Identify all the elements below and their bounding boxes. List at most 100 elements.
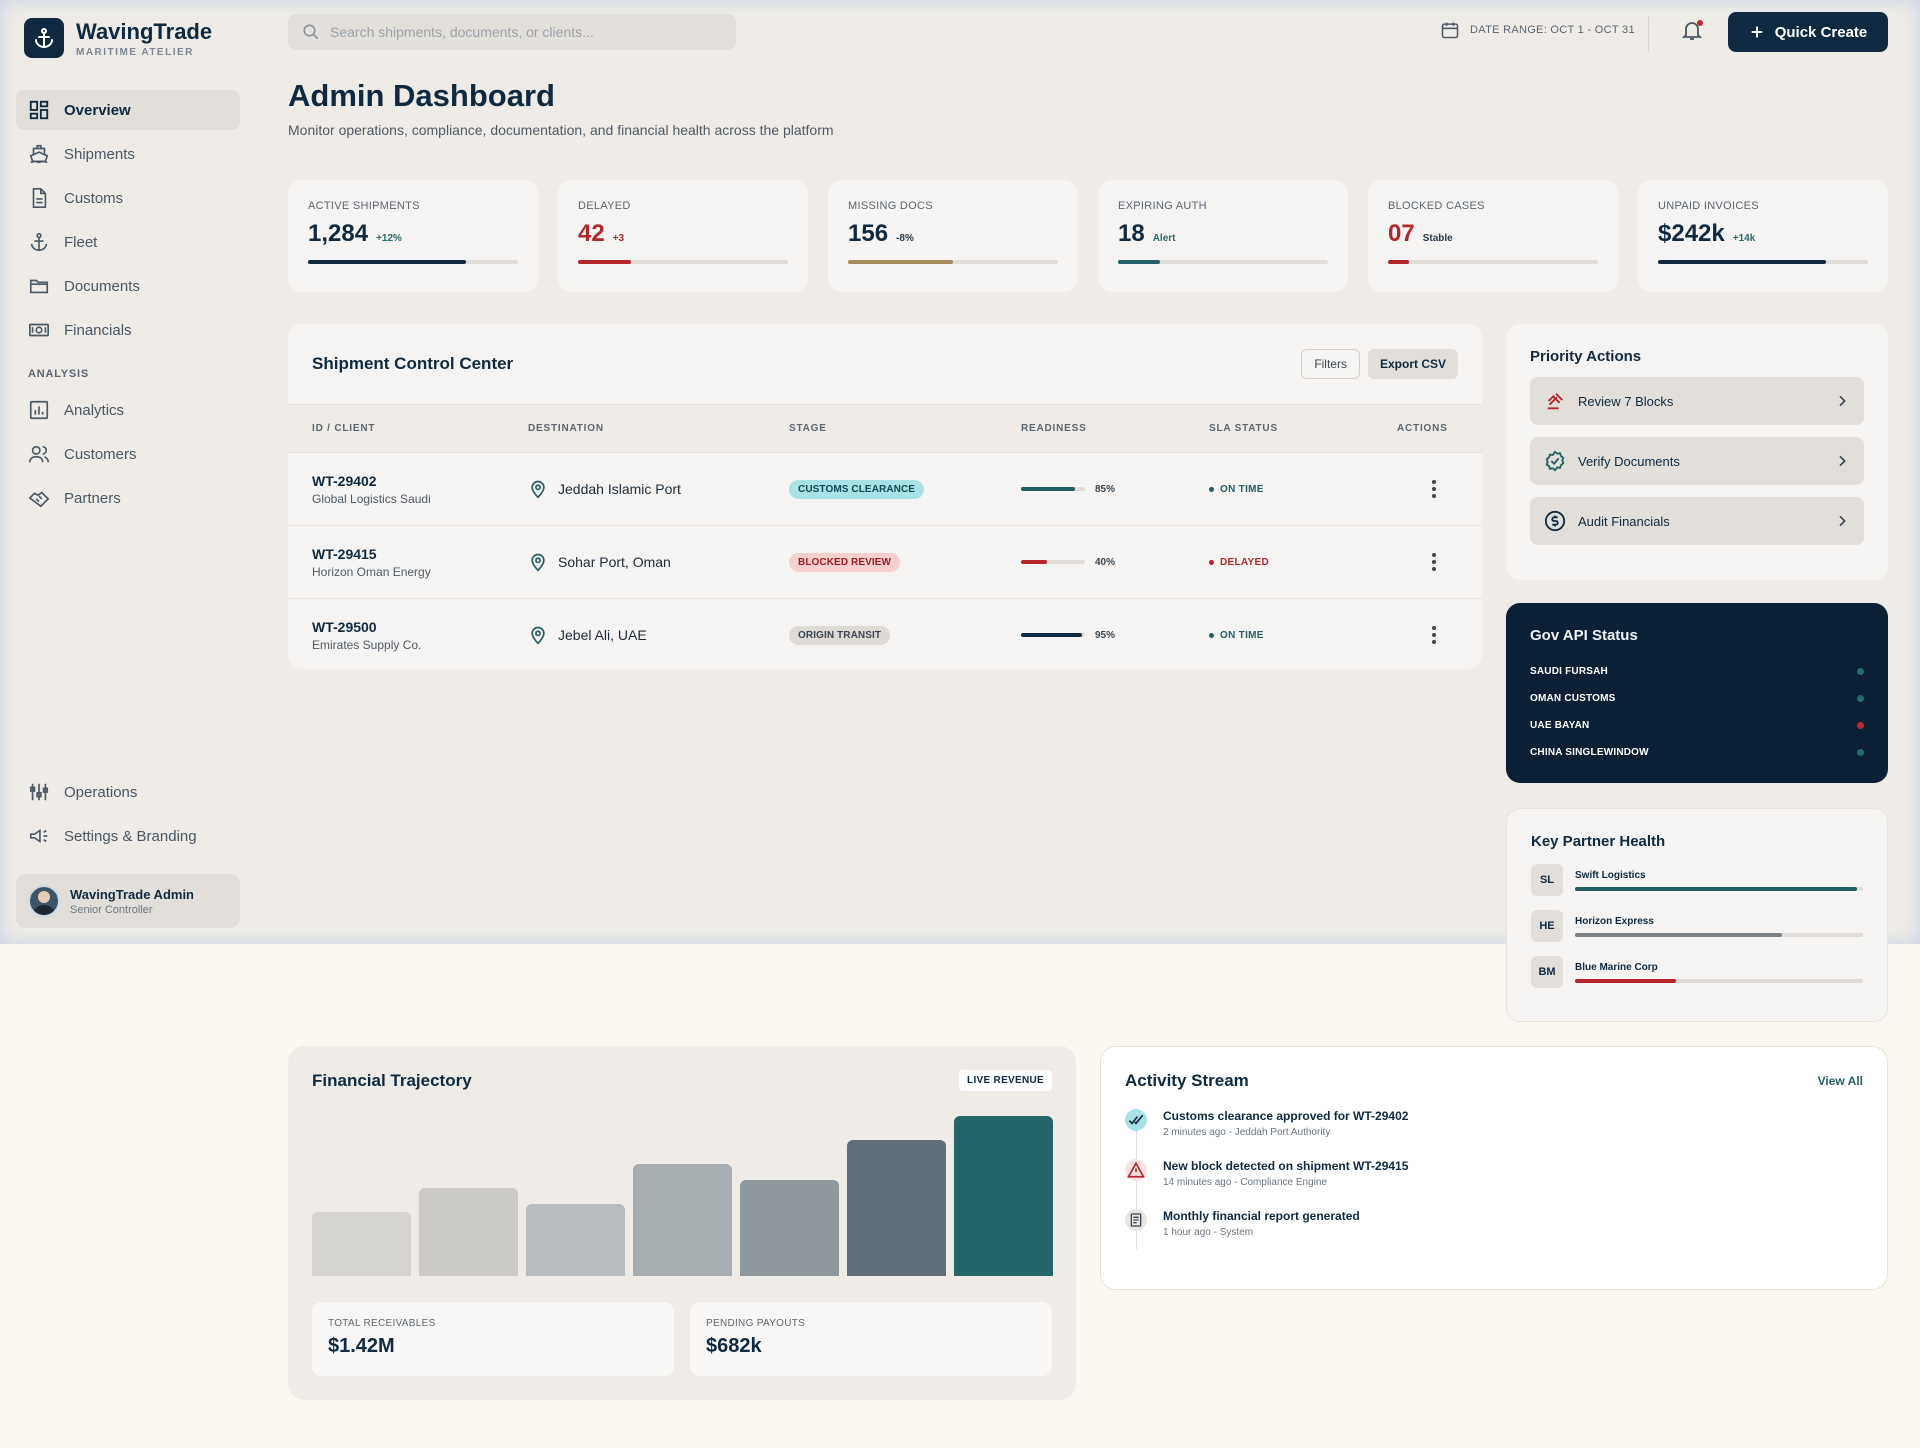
partner-row[interactable]: SL Swift Logistics <box>1531 864 1863 896</box>
partner-row[interactable]: HE Horizon Express <box>1531 910 1863 942</box>
notification-dot <box>1697 20 1703 26</box>
activity-item[interactable]: Customs clearance approved for WT-29402 2… <box>1125 1109 1863 1138</box>
search-input[interactable] <box>330 24 710 40</box>
kpi-progress-fill <box>1118 260 1160 264</box>
user-profile[interactable]: WavingTrade Admin Senior Controller <box>16 874 240 928</box>
kpi-value: 1,284 <box>308 220 369 247</box>
readiness-fill <box>1021 560 1047 564</box>
brand[interactable]: WavingTrade MARITIME ATELIER <box>24 18 212 58</box>
warning-icon <box>1125 1159 1147 1181</box>
location-pin-icon <box>531 480 545 499</box>
bottom-nav: Operations Settings & Branding <box>16 772 240 860</box>
fin-label: PENDING PAYOUTS <box>706 1318 806 1329</box>
sidebar-item-financials[interactable]: Financials <box>16 310 240 350</box>
audit-financials-action[interactable]: Audit Financials <box>1530 497 1864 545</box>
partner-name: Swift Logistics <box>1575 869 1646 881</box>
api-name: UAE BAYAN <box>1530 720 1590 731</box>
destination: Jeddah Islamic Port <box>558 481 681 497</box>
partner-health-bar <box>1575 932 1863 937</box>
date-range-picker[interactable]: DATE RANGE: OCT 1 - OCT 31 <box>1440 20 1635 40</box>
anchor-icon <box>30 232 48 252</box>
column-header[interactable]: STAGE <box>789 423 827 434</box>
users-icon <box>29 445 49 463</box>
sidebar-item-customers[interactable]: Customers <box>16 434 240 474</box>
shipment-id[interactable]: WT-29402 <box>312 472 377 489</box>
api-name: OMAN CUSTOMS <box>1530 693 1616 704</box>
kpi-progress <box>578 260 788 264</box>
shipment-id[interactable]: WT-29500 <box>312 618 377 635</box>
kpi-card[interactable]: UNPAID INVOICES $242k +14k <box>1638 180 1888 292</box>
partner-row[interactable]: BM Blue Marine Corp <box>1531 956 1863 988</box>
sidebar-item-settings[interactable]: Settings & Branding <box>16 816 240 856</box>
kpi-card[interactable]: EXPIRING AUTH 18 Alert <box>1098 180 1348 292</box>
column-header[interactable]: SLA STATUS <box>1209 423 1278 434</box>
view-all-link[interactable]: View All <box>1817 1074 1863 1088</box>
calendar-icon <box>1441 22 1459 39</box>
shipment-id[interactable]: WT-29415 <box>312 545 377 562</box>
export-csv-button[interactable]: Export CSV <box>1367 349 1458 379</box>
document-icon <box>32 188 47 208</box>
user-name: WavingTrade Admin <box>70 886 194 902</box>
anchor-logo-icon <box>24 18 64 58</box>
column-header[interactable]: ID / CLIENT <box>312 423 376 434</box>
user-role: Senior Controller <box>70 903 153 916</box>
panel-title: Key Partner Health <box>1531 833 1666 850</box>
filters-button[interactable]: Filters <box>1301 349 1360 379</box>
fin-label: TOTAL RECEIVABLES <box>328 1318 436 1329</box>
sidebar-item-label: Documents <box>64 277 140 295</box>
table-row[interactable]: WT-29402 Global Logistics Saudi Jeddah Is… <box>288 452 1482 525</box>
column-header[interactable]: READINESS <box>1021 423 1087 434</box>
readiness-fill <box>1021 487 1076 491</box>
kpi-card[interactable]: MISSING DOCS 156 -8% <box>828 180 1078 292</box>
sla-label: ON TIME <box>1220 483 1264 495</box>
table-row[interactable]: WT-29500 Emirates Supply Co. Jebel Ali, U… <box>288 598 1482 669</box>
sidebar-item-overview[interactable]: Overview <box>16 90 240 130</box>
key-partner-health-panel: Key Partner Health SL Swift Logistics HE… <box>1506 808 1888 1022</box>
action-label: Review 7 Blocks <box>1578 393 1674 409</box>
sidebar-item-analytics[interactable]: Analytics <box>16 390 240 430</box>
sidebar-item-customs[interactable]: Customs <box>16 178 240 218</box>
topbar-divider <box>1648 16 1649 52</box>
panel-title: Financial Trajectory <box>312 1070 472 1090</box>
partner-health-bar <box>1575 978 1863 983</box>
kpi-card[interactable]: ACTIVE SHIPMENTS 1,284 +12% <box>288 180 538 292</box>
shipment-control-center: Shipment Control Center Filters Export C… <box>288 324 1482 669</box>
verify-documents-action[interactable]: Verify Documents <box>1530 437 1864 485</box>
kpi-delta: +12% <box>376 233 402 244</box>
stage-badge: CUSTOMS CLEARANCE <box>789 480 925 499</box>
revenue-bar <box>419 1188 518 1276</box>
table-header: ID / CLIENT DESTINATION STAGE READINESS … <box>288 404 1482 452</box>
column-header[interactable]: DESTINATION <box>528 423 604 434</box>
kpi-value: 07 <box>1388 220 1415 247</box>
sidebar-item-documents[interactable]: Documents <box>16 266 240 306</box>
more-actions-icon[interactable] <box>1432 626 1436 644</box>
financial-trajectory-panel: Financial Trajectory LIVE REVENUE TOTAL … <box>288 1046 1076 1400</box>
shipment-client: Emirates Supply Co. <box>312 637 422 652</box>
sidebar-item-operations[interactable]: Operations <box>16 772 240 812</box>
review-blocks-action[interactable]: Review 7 Blocks <box>1530 377 1864 425</box>
sidebar-item-label: Operations <box>64 783 138 801</box>
table-row[interactable]: WT-29415 Horizon Oman Energy Sohar Port, … <box>288 525 1482 598</box>
sidebar-item-label: Customs <box>64 189 124 207</box>
page-subtitle: Monitor operations, compliance, document… <box>288 122 834 138</box>
more-actions-icon[interactable] <box>1432 553 1436 571</box>
nav-section-label: ANALYSIS <box>28 368 90 380</box>
sidebar-item-shipments[interactable]: Shipments <box>16 134 240 174</box>
sidebar-item-fleet[interactable]: Fleet <box>16 222 240 262</box>
section-title: Shipment Control Center <box>312 354 514 373</box>
activity-item[interactable]: New block detected on shipment WT-29415 1… <box>1125 1159 1863 1188</box>
partner-health-fill <box>1575 886 1858 891</box>
sidebar-item-label: Settings & Branding <box>64 827 197 845</box>
sla-status: DELAYED <box>1209 557 1389 568</box>
more-actions-icon[interactable] <box>1432 480 1436 498</box>
notifications-button[interactable] <box>1680 18 1708 46</box>
kpi-progress-fill <box>848 260 953 264</box>
kpi-card[interactable]: BLOCKED CASES 07 Stable <box>1368 180 1618 292</box>
activity-item[interactable]: Monthly financial report generated 1 hour… <box>1125 1209 1863 1238</box>
kpi-card[interactable]: DELAYED 42 +3 <box>558 180 808 292</box>
quick-create-button[interactable]: Quick Create <box>1728 12 1888 52</box>
readiness-bar <box>1021 633 1085 637</box>
sidebar-item-partners[interactable]: Partners <box>16 478 240 518</box>
kpi-value: 156 <box>848 220 889 247</box>
kpi-progress-fill <box>1388 260 1409 264</box>
